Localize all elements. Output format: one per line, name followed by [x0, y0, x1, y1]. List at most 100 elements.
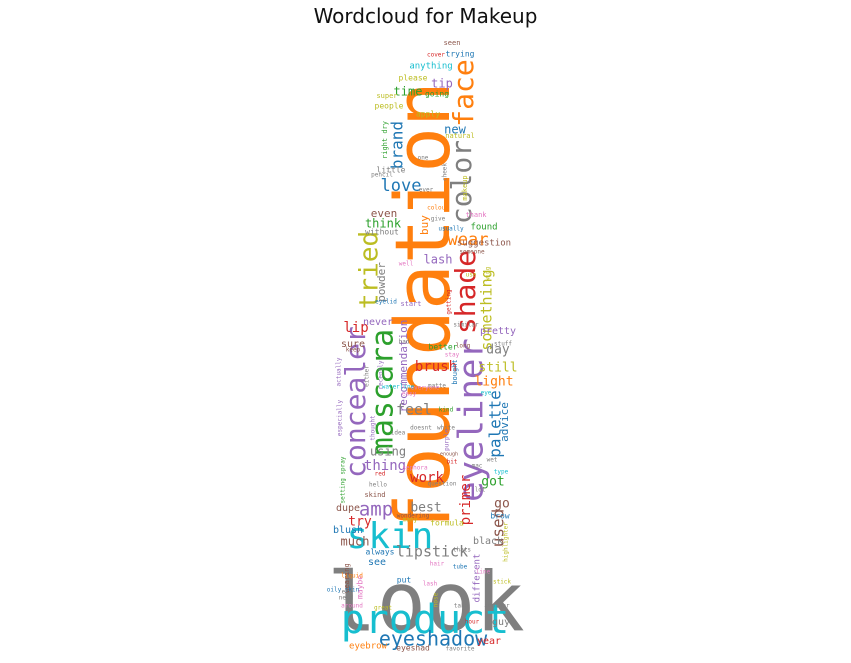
- word-etc-141: etc: [342, 589, 353, 596]
- word-formula-69: formula: [430, 519, 464, 528]
- word-people-59: people: [375, 102, 404, 111]
- word-put-73: put: [397, 576, 412, 585]
- word-thing-24: thing: [364, 458, 406, 474]
- word-tip-35: tip: [431, 77, 453, 91]
- word-brush-21: brush: [415, 359, 457, 375]
- word-without-62: without: [365, 228, 399, 237]
- word-well-84: well: [399, 261, 414, 268]
- word-seen-78: seen: [444, 39, 461, 47]
- word-try-31: try: [348, 515, 372, 530]
- word-skin-4: skin: [347, 516, 434, 557]
- word-buy-44: buy: [418, 215, 431, 235]
- word-eyeshadow-11: eyeshadow: [379, 627, 488, 651]
- word-skind-94: skind: [364, 491, 385, 499]
- word-ever-125: ever: [419, 187, 434, 194]
- word-bit-101: bit: [447, 459, 458, 466]
- word-type-118: type: [494, 469, 509, 476]
- word-wondering-104: wondering: [397, 513, 430, 520]
- word-better-63: better: [429, 343, 458, 352]
- word-many-105: many: [403, 517, 418, 524]
- word-actually-135: actually: [336, 357, 343, 386]
- word-nose-142: nose: [433, 592, 440, 607]
- word-eyebrow-65: eyebrow: [349, 642, 388, 652]
- word-anything-57: anything: [409, 62, 452, 72]
- word-oily-skin-132: oily skin: [327, 587, 360, 594]
- word-hello-103: hello: [369, 482, 387, 489]
- word-primer-23: primer: [458, 475, 474, 526]
- word-black-48: black: [473, 536, 503, 547]
- word-dupe-52: dupe: [336, 503, 360, 514]
- word-kind-146: kind: [439, 407, 454, 414]
- word-still-28: still: [478, 361, 517, 376]
- word-even-43: even: [371, 207, 398, 220]
- word-used-17: used: [489, 509, 508, 548]
- word-colour-91: colour: [427, 205, 449, 212]
- word-great-87: great: [374, 605, 392, 612]
- word-enough-106: enough: [440, 452, 458, 458]
- word-suggestion-56: suggestion: [457, 239, 511, 249]
- word-look-0: look: [327, 555, 524, 650]
- word-best-30: best: [410, 501, 441, 516]
- word-waterline-148: waterline: [382, 384, 415, 391]
- word-work-25: work: [410, 470, 444, 486]
- word-mac-128: mac: [472, 463, 483, 470]
- word-found-55: found: [470, 223, 497, 233]
- word-going-58: going: [425, 90, 449, 99]
- word-one-114: one: [418, 155, 429, 162]
- word-please-67: please: [399, 74, 428, 83]
- word-lip-22: lip: [343, 320, 368, 336]
- word-question-107: question: [428, 481, 457, 488]
- word-never-51: never: [363, 317, 393, 328]
- word-much-38: much: [341, 535, 370, 549]
- word-especially-134: especially: [337, 400, 344, 437]
- word-another-121: another: [484, 603, 510, 610]
- word-favorite-96: favorite: [446, 646, 475, 653]
- word-color-8: color: [445, 140, 478, 224]
- word-cover-79: cover: [427, 52, 445, 59]
- word-guy-45: guy: [492, 617, 510, 628]
- word-makeup-116: makeup: [461, 175, 469, 200]
- word-lipstick-18: lipstick: [396, 543, 468, 561]
- word-advice-40: advice: [498, 402, 511, 442]
- word-pencil-85: pencil: [371, 172, 393, 179]
- word-feel-20: feel: [396, 401, 432, 419]
- word-hour-99: hour: [465, 619, 480, 626]
- word-around-88: around: [341, 603, 363, 610]
- word-different-54: different: [473, 554, 483, 603]
- word-tried-10: tried: [355, 231, 385, 309]
- word-thats-117: thats: [453, 547, 471, 554]
- word-pretty-50: pretty: [480, 326, 516, 337]
- word-shade-7: shade: [449, 250, 482, 334]
- word-day-29: day: [486, 343, 510, 358]
- word-stay-112: stay: [445, 352, 460, 359]
- word-use-126: use: [466, 272, 477, 279]
- word-mascara-5: mascara: [366, 329, 401, 455]
- word-hair-119: hair: [430, 561, 445, 568]
- word-maybe-72: maybe: [356, 575, 365, 599]
- word-setting-spray-133: setting spray: [340, 456, 347, 503]
- word-lash-36: lash: [424, 253, 453, 267]
- word-see-53: see: [368, 557, 386, 568]
- word-powder-41: powder: [375, 262, 388, 302]
- word-take-120: take: [454, 603, 469, 610]
- word-wear-14: wear: [448, 230, 489, 250]
- word-lash-124: lash: [423, 581, 438, 588]
- word-foundation-1: foundation: [378, 81, 467, 539]
- word-sephora-102: sephora: [402, 465, 428, 472]
- word-line-144: line: [476, 569, 491, 576]
- word-trying-68: trying: [446, 50, 475, 59]
- word-eyeliner-3: eyeliner: [452, 338, 492, 502]
- word-lot-109: lot: [475, 487, 486, 494]
- word-someone-123: someone: [459, 249, 485, 256]
- word-doesnt-139: doesnt: [410, 425, 432, 432]
- word-think-37: think: [365, 217, 402, 231]
- word-using-39: using: [370, 445, 406, 459]
- word-product-2: product: [341, 597, 510, 643]
- word-similar-83: similar: [453, 322, 479, 329]
- word-amp-12: amp: [359, 499, 393, 521]
- word-brand-16: brand: [388, 121, 407, 169]
- word-bad-111: bad: [399, 339, 410, 346]
- word-natural-77: natural: [445, 132, 475, 140]
- word-face-9: face: [447, 59, 480, 126]
